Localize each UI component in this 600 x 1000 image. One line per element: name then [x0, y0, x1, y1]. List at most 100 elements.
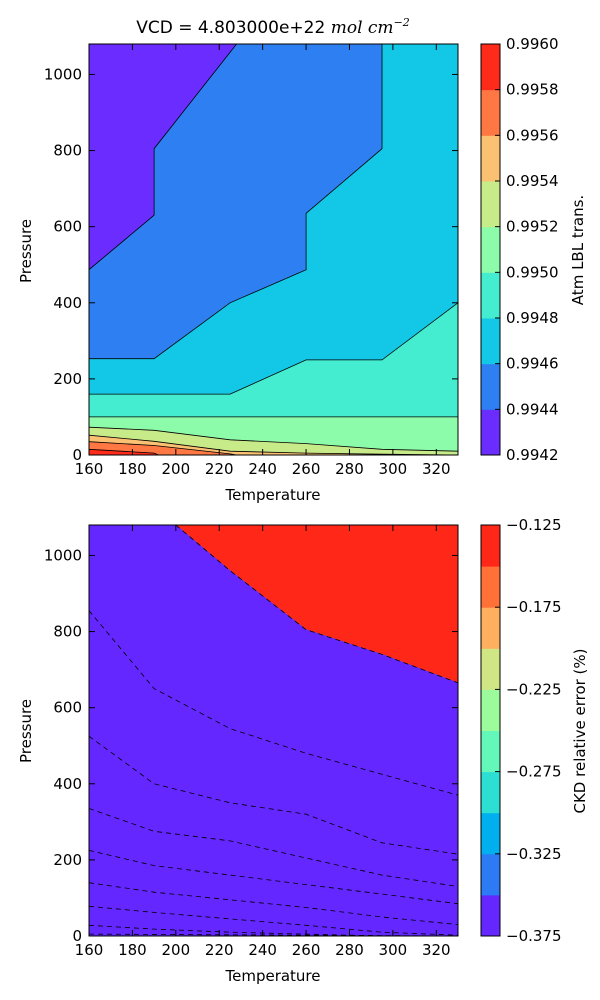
colorbar-tick-label: −0.275 [506, 763, 562, 781]
contour-line [89, 302, 458, 395]
x-tick-label: 160 [75, 941, 104, 959]
contour-line [89, 735, 458, 855]
contour-line [89, 924, 458, 936]
top-xlabel: Temperature [224, 486, 320, 504]
colorbar-frame [480, 524, 501, 937]
x-tick-label: 200 [162, 941, 191, 959]
top-axes-frame [88, 43, 459, 456]
colorbar-tick-label: 0.9946 [506, 355, 559, 373]
contour-line [89, 441, 237, 455]
bottom-axis-ticks: 160 180 200 220 240 260 280 300 320 0 200 400 600 800… [44, 525, 458, 959]
x-tick-label: 240 [248, 460, 277, 478]
colorbar-tick-label: 0.9956 [506, 126, 559, 144]
colorbar-tick-label: −0.325 [506, 845, 562, 863]
bottom-colorbar: −0.125 −0.175 −0.225 −0.275 −0.325 −0.375 [480, 516, 562, 945]
bottom-axes-frame [88, 524, 459, 937]
colorbar-segment [481, 135, 500, 182]
x-tick-label: 180 [118, 941, 147, 959]
top-axis-ticks: 160 180 200 220 240 260 280 300 320 0 200 400 600 800… [44, 44, 458, 478]
colorbar-segment [481, 853, 500, 896]
colorbar-segment [481, 525, 500, 567]
contour-line [89, 808, 458, 887]
x-tick-label: 300 [379, 460, 408, 478]
contour-line [89, 850, 458, 905]
colorbar-tick-label: 0.9942 [506, 446, 559, 464]
contour-line [89, 448, 159, 455]
colorbar-tick-label: −0.375 [506, 927, 562, 945]
bottom-ylabel: Pressure [17, 699, 35, 763]
colorbar-segment [481, 318, 500, 365]
x-tick-label: 260 [292, 941, 321, 959]
y-tick-label: 1000 [44, 65, 82, 83]
y-tick-label: 600 [53, 699, 82, 717]
x-tick-label: 280 [335, 460, 364, 478]
colorbar-segment [481, 44, 500, 91]
contour-line [89, 610, 458, 796]
y-tick-label: 800 [53, 142, 82, 160]
colorbar-frame [480, 43, 501, 456]
colorbar-tick-label: −0.225 [506, 680, 562, 698]
top-colorbar-label: Atm LBL trans. [569, 195, 587, 305]
colorbar-segment [481, 607, 500, 649]
colorbar-tick-label: −0.125 [506, 516, 562, 534]
colorbar-tick-label: 0.9954 [506, 172, 559, 190]
y-tick-label: 1000 [44, 546, 82, 564]
y-tick-label: 200 [53, 851, 82, 869]
x-tick-label: 320 [422, 460, 451, 478]
x-tick-label: 180 [118, 460, 147, 478]
top-ylabel: Pressure [17, 219, 35, 283]
x-tick-label: 260 [292, 460, 321, 478]
top-colorbar: 0.9942 0.9944 0.9946 0.9948 0.9950 0.9952 0.99… [480, 35, 559, 464]
colorbar-tick-label: 0.9950 [506, 263, 559, 281]
contour-line [89, 394, 458, 418]
top-panel: VCD = 4.803000e+22 mol cm−2 160 180 200 220… [17, 16, 587, 504]
x-tick-label: 200 [162, 460, 191, 478]
colorbar-segment [481, 812, 500, 855]
colorbar-tick-label: 0.9952 [506, 218, 559, 236]
y-tick-label: 400 [53, 775, 82, 793]
colorbar-tick-label: 0.9960 [506, 35, 559, 53]
contour-line [89, 44, 458, 360]
contour-line [175, 525, 458, 684]
colorbar-segment [481, 566, 500, 608]
x-tick-label: 240 [248, 941, 277, 959]
y-tick-label: 400 [53, 294, 82, 312]
top-contour-plot [89, 44, 458, 455]
colorbar-segment [481, 181, 500, 228]
colorbar-segment [481, 648, 500, 690]
bottom-xlabel: Temperature [224, 967, 320, 985]
contour-line [89, 434, 458, 455]
colorbar-segment [481, 272, 500, 319]
colorbar-segment [481, 409, 500, 456]
x-tick-label: 160 [75, 460, 104, 478]
y-tick-label: 800 [53, 623, 82, 641]
x-tick-label: 320 [422, 941, 451, 959]
contour-line [89, 426, 458, 452]
contour-line [89, 882, 458, 925]
y-tick-label: 0 [72, 446, 82, 464]
y-tick-label: 200 [53, 370, 82, 388]
y-tick-label: 0 [72, 927, 82, 945]
contour-line [89, 44, 458, 271]
colorbar-segment [481, 894, 500, 937]
colorbar-segment [481, 363, 500, 410]
x-tick-label: 300 [379, 941, 408, 959]
colorbar-tick-label: −0.175 [506, 598, 562, 616]
x-tick-label: 220 [205, 941, 234, 959]
top-title: VCD = 4.803000e+22 mol cm−2 [136, 16, 410, 38]
colorbar-tick-label: 0.9944 [506, 400, 559, 418]
colorbar-segment [481, 226, 500, 273]
colorbar-tick-label: 0.9948 [506, 309, 559, 327]
bottom-colorbar-label: CKD relative error (%) [571, 648, 589, 813]
bottom-contour-plot [89, 525, 458, 936]
contour-line [89, 905, 458, 936]
colorbar-segment [481, 689, 500, 731]
x-tick-label: 220 [205, 460, 234, 478]
x-tick-label: 280 [335, 941, 364, 959]
colorbar-segment [481, 771, 500, 814]
colorbar-tick-label: 0.9958 [506, 81, 559, 99]
colorbar-segment [481, 730, 500, 773]
colorbar-segment [481, 89, 500, 136]
y-tick-label: 600 [53, 218, 82, 236]
